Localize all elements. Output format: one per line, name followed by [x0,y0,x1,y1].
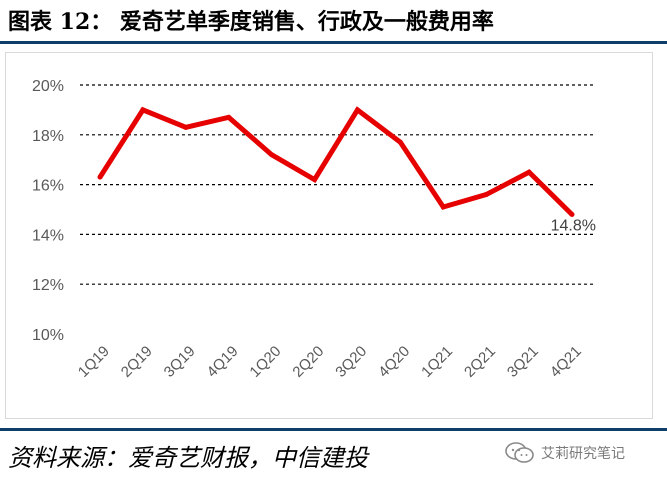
y-tick-label: 18% [32,128,64,145]
title-rule [0,41,667,44]
data-point [569,211,575,217]
x-tick-label: 1Q20 [246,343,284,381]
data-label: 14.8% [551,217,596,234]
data-point [483,192,489,198]
source-note: 资料来源：爱奇艺财报，中信建投 [8,444,368,472]
figure-title: 图表 12： 爱奇艺单季度销售、行政及一般费用率 [8,9,494,35]
y-axis: 10% 12% 14% 16% 18% 20% [32,78,64,344]
line-chart: 10%12%14%16%18%20% 1Q19 2Q19 3Q19 4Q19 1Q20 2… [32,78,596,381]
x-tick-label: 1Q21 [418,343,456,381]
series-layer [97,106,575,217]
x-tick-label: 4Q20 [375,343,413,381]
series-line [97,106,574,217]
data-point [440,204,446,210]
x-tick-label: 3Q20 [332,343,370,381]
data-point [526,169,532,175]
y-tick-label: 20% [32,78,64,95]
x-tick-label: 2Q21 [461,343,499,381]
y-tick-label: 16% [32,178,64,195]
y-tick-label: 10% [32,327,64,344]
data-point [97,174,103,180]
source-rule [0,428,667,431]
watermark-text: 艾莉研究笔记 [541,446,625,462]
data-point [397,139,403,145]
data-point [140,107,146,113]
data-point [354,107,360,113]
y-tick-label: 14% [32,227,64,244]
x-tick-label: 4Q19 [204,343,242,381]
x-tick-label: 2Q19 [118,343,156,381]
data-point [226,114,232,120]
x-axis: 1Q19 2Q19 3Q19 4Q19 1Q20 2Q20 3Q20 4Q20 1Q21 2Q21… [75,343,585,381]
x-tick-label: 3Q21 [504,343,542,381]
y-tick-label: 12% [32,277,64,294]
x-tick-label: 2Q20 [289,343,327,381]
grid-layer [80,84,595,285]
chart-frame [5,52,653,419]
x-tick-label: 3Q19 [161,343,199,381]
watermark: 艾莉研究笔记 [505,442,625,464]
x-tick-label: 4Q21 [547,343,585,381]
wechat-icon [505,442,534,463]
data-point [183,124,189,130]
data-point [312,177,318,183]
data-label-layer: 14.8% [551,217,596,234]
x-tick-label: 1Q19 [75,343,113,381]
data-point [269,152,275,158]
